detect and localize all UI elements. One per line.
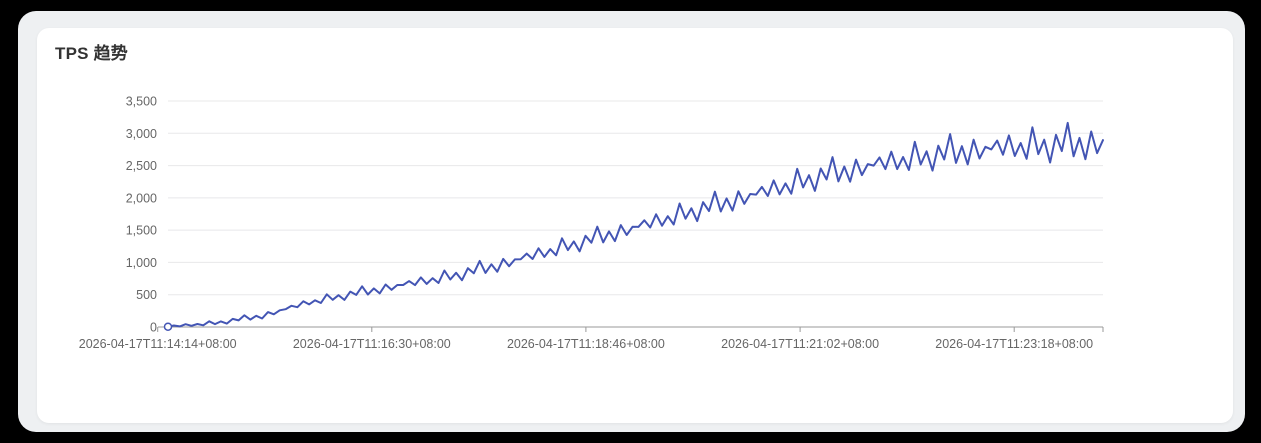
x-axis-tick-label: 2026-04-17T11:14:14+08:00 [79,337,237,351]
series-start-marker [163,322,173,331]
y-axis-tick-label: 1,500 [126,224,157,238]
x-axis-tick-label: 2026-04-17T11:16:30+08:00 [293,337,451,351]
y-axis-tick-label: 3,000 [126,127,157,141]
y-axis-tick-label: 0 [150,321,157,335]
tps-trend-card: TPS 趋势 0 500 1,000 1,500 2,000 2,500 3,000 3,50… [37,28,1233,423]
y-axis-tick-label: 3,500 [126,95,157,109]
y-axis-tick-label: 500 [136,288,157,302]
y-axis-tick-label: 1,000 [126,256,157,270]
y-axis-tick-label: 2,500 [126,159,157,173]
y-axis-tick-label: 2,000 [126,191,157,205]
dashboard-panel: TPS 趋势 0 500 1,000 1,500 2,000 2,500 3,000 3,50… [18,11,1245,432]
x-axis-tick-label: 2026-04-17T11:23:18+08:00 [935,337,1093,351]
x-axis-tick-label: 2026-04-17T11:18:46+08:00 [507,337,665,351]
tps-series-line[interactable] [167,121,1104,328]
chart-title: TPS 趋势 [55,44,128,63]
x-axis-tick-label: 2026-04-17T11:21:02+08:00 [721,337,879,351]
tps-chart-canvas[interactable]: 0 500 1,000 1,500 2,000 2,500 3,000 3,500 2026-0… [37,28,1233,423]
